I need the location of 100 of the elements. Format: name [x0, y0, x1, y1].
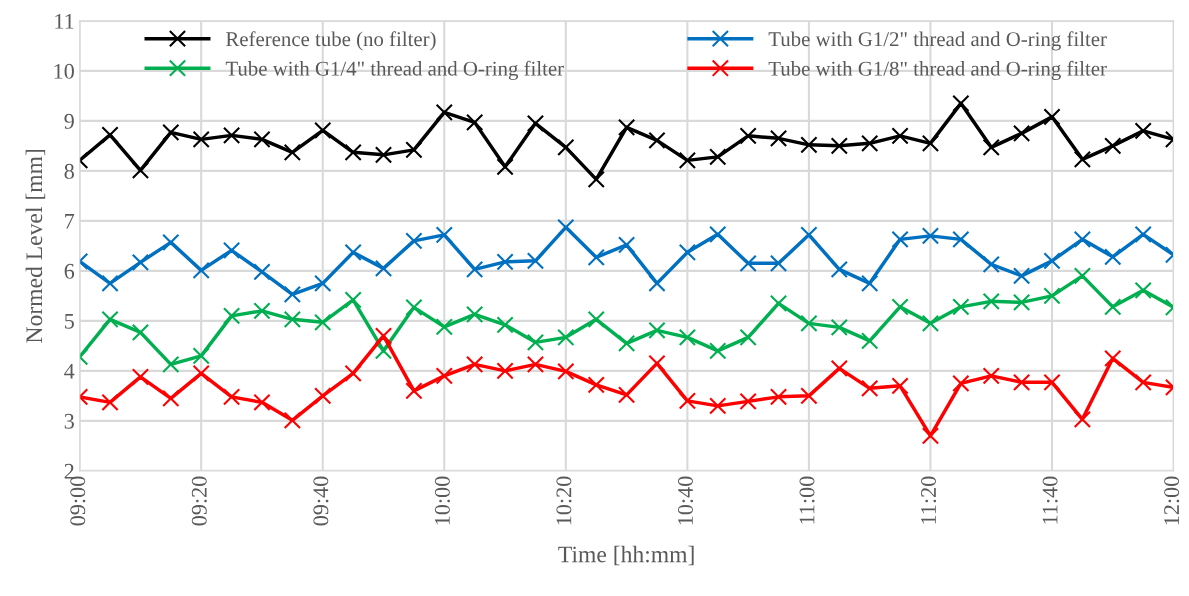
- point: [283, 285, 302, 304]
- point: [800, 314, 818, 333]
- point: [800, 226, 818, 244]
- point: [982, 367, 1000, 385]
- point: [952, 374, 970, 393]
- point: [101, 274, 119, 293]
- point: [496, 316, 514, 334]
- point: [1043, 373, 1061, 392]
- legend-label: Tube with G1/2" thread and O-ring filter: [768, 31, 1107, 51]
- point: [526, 333, 545, 352]
- point: [952, 94, 970, 113]
- point: [162, 355, 180, 374]
- point: [587, 248, 605, 267]
- point: [1043, 108, 1061, 126]
- point: [861, 332, 879, 350]
- x-tick-label: 10:00: [434, 476, 450, 525]
- point: [162, 389, 180, 408]
- point: [1104, 298, 1122, 316]
- point: [344, 243, 362, 262]
- y-tick-label: 10: [54, 63, 74, 79]
- point: [283, 310, 302, 329]
- point: [769, 254, 788, 273]
- point: [769, 129, 788, 148]
- point: [830, 137, 848, 155]
- point: [465, 260, 484, 279]
- point: [1134, 225, 1152, 244]
- point: [465, 113, 484, 132]
- point: [739, 328, 757, 347]
- point: [1134, 281, 1152, 300]
- x-tick-label: 11:40: [1042, 476, 1058, 524]
- x-tick-label: 10:40: [677, 476, 694, 525]
- point: [405, 141, 423, 159]
- point: [344, 291, 362, 309]
- point: [405, 298, 423, 317]
- y-tick-label: 11: [55, 13, 74, 29]
- point: [222, 388, 241, 406]
- point: [648, 321, 666, 340]
- point: [800, 387, 818, 405]
- point: [192, 364, 210, 383]
- point: [283, 411, 302, 430]
- point: [739, 392, 757, 411]
- point: [1012, 124, 1031, 143]
- point: [374, 259, 393, 278]
- point: [283, 143, 302, 162]
- point: [921, 314, 940, 333]
- point: [192, 347, 210, 365]
- x-tick-label: 09:40: [313, 476, 329, 526]
- point: [557, 362, 575, 381]
- point: [1012, 293, 1031, 312]
- point: [739, 127, 757, 145]
- x-tick-label: 11:20: [921, 476, 937, 524]
- point: [709, 397, 727, 415]
- x-axis-title: Time [hh:mm]: [558, 545, 694, 566]
- x-tick-label: 11:00: [799, 476, 815, 524]
- point: [861, 134, 879, 153]
- point: [222, 241, 241, 260]
- point: [162, 123, 180, 142]
- point: [435, 226, 453, 244]
- point: [648, 274, 666, 293]
- point: [253, 393, 271, 412]
- point: [891, 377, 909, 395]
- point: [526, 114, 545, 133]
- point: [496, 158, 514, 176]
- y-tick-label: 5: [64, 314, 74, 329]
- point: [1073, 410, 1092, 429]
- point: [435, 367, 453, 385]
- point: [982, 292, 1000, 311]
- point: [435, 103, 453, 122]
- point: [101, 126, 119, 144]
- point: [1043, 287, 1061, 305]
- point: [952, 230, 970, 249]
- point: [1073, 150, 1092, 169]
- y-tick-label: 8: [64, 163, 74, 179]
- legend-label: Tube with G1/4" thread and O-ring filter: [225, 60, 564, 80]
- y-tick-label: 6: [64, 263, 75, 279]
- point: [465, 355, 484, 374]
- point: [1104, 137, 1122, 155]
- point: [344, 143, 362, 162]
- point: [617, 236, 636, 254]
- point: [617, 386, 636, 404]
- point: [192, 130, 210, 149]
- point: [648, 131, 666, 150]
- point: [587, 376, 605, 394]
- point: [101, 310, 119, 329]
- point: [921, 227, 940, 245]
- point: [314, 274, 332, 293]
- point: [800, 136, 818, 154]
- point: [769, 388, 788, 406]
- point: [709, 225, 727, 244]
- point: [1043, 252, 1061, 270]
- point: [405, 232, 423, 250]
- y-tick-label: 4: [64, 363, 75, 379]
- point: [709, 148, 727, 166]
- point: [891, 298, 909, 316]
- point: [314, 313, 332, 332]
- point: [617, 334, 636, 353]
- point: [891, 127, 909, 145]
- point: [314, 387, 332, 405]
- point: [557, 138, 575, 157]
- point: [496, 253, 514, 271]
